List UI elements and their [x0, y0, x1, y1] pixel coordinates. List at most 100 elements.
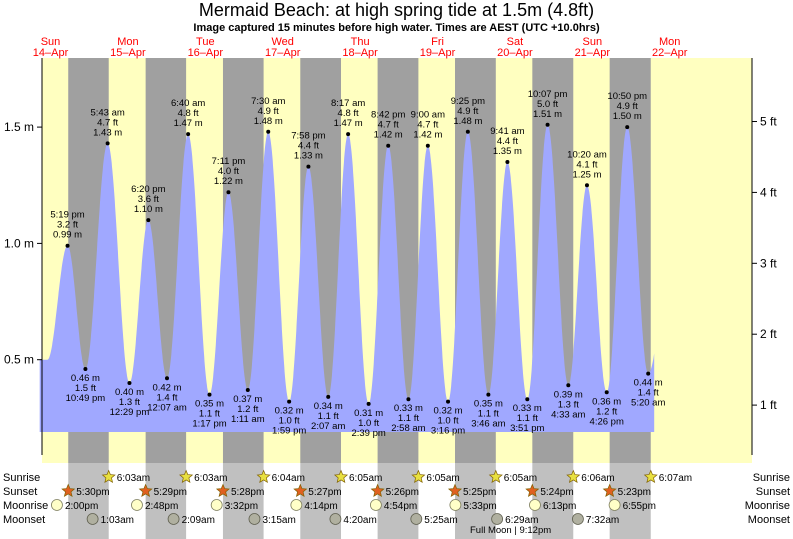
page-subtitle: Image captured 15 minutes before high wa… [193, 22, 600, 34]
tide-label: 1.47 m [174, 118, 203, 129]
tide-label: 4.4 ft [298, 141, 319, 152]
sunrise-icon [488, 469, 503, 484]
tide-label: 4.7 ft [378, 120, 399, 131]
tide-label: 3.6 ft [138, 194, 159, 205]
axes: 0.5 m 1.0 m 1.5 m 1 ft 2 ft 3 ft 4 ft 5 ft [4, 58, 777, 455]
sunrise-time: 6:05am [426, 473, 459, 484]
y-right-tick-label: 5 ft [760, 115, 777, 129]
tide-label: 10:50 pm [607, 91, 647, 102]
row-label-right: Sunset [756, 486, 790, 498]
moonrise-icon [210, 499, 223, 511]
tide-point [386, 143, 391, 148]
tide-point [146, 218, 151, 223]
tide-point [545, 122, 550, 127]
tide-label: 4.7 ft [97, 117, 118, 128]
tide-label: 4.9 ft [457, 106, 478, 117]
tide-label: 0.34 m [314, 401, 343, 412]
day-date: 16–Apr [188, 47, 224, 59]
tide-label: 4:33 am [551, 409, 585, 420]
row-label-left: Sunset [3, 486, 37, 498]
tide-point [266, 129, 271, 134]
sunset-time: 5:24pm [540, 487, 573, 498]
tide-label: 0.39 m [554, 389, 583, 400]
tide-point [525, 397, 530, 402]
y-right-tick-label: 2 ft [760, 327, 777, 341]
sunset-time: 5:29pm [154, 487, 187, 498]
moonrise-icon [370, 499, 382, 511]
tide-label: 4.4 ft [497, 136, 518, 147]
tide-label: 3:16 pm [431, 426, 465, 437]
tide-label: 1.22 m [214, 176, 243, 187]
day-name: Fri [431, 36, 444, 48]
page-title: Mermaid Beach: at high spring tide at 1.… [198, 0, 595, 20]
tide-label: 1.43 m [93, 127, 122, 138]
tide-label: 10:20 am [567, 149, 607, 160]
tide-label: 1.2 ft [596, 406, 617, 417]
night-strip [377, 463, 419, 539]
tide-label: 4.0 ft [218, 166, 239, 177]
sunset-icon [447, 483, 463, 498]
day-name: Mon [659, 36, 680, 48]
y-tick-label: 1.5 m [4, 120, 34, 134]
moonrise-time: 6:55pm [623, 501, 656, 512]
moonrise-icon [529, 499, 541, 511]
tide-label: 6:20 pm [131, 184, 165, 195]
sunset-time: 5:23pm [618, 487, 651, 498]
sunset-time: 5:26pm [386, 487, 419, 498]
row-label-right: Moonrise [745, 500, 790, 512]
day-date: 22–Apr [652, 47, 688, 59]
moonset-time: 3:15am [262, 515, 295, 526]
tide-label: 9:41 am [490, 126, 524, 137]
moonset-time: 2:09am [182, 515, 215, 526]
moonset-icon [572, 513, 584, 525]
tide-point [584, 183, 589, 188]
moonset-time: 5:25am [424, 515, 457, 526]
tide-label: 1.33 m [294, 151, 323, 162]
moonrise-time: 6:13pm [543, 501, 576, 512]
sunset-icon [370, 483, 385, 498]
tide-point [425, 143, 430, 148]
tide-label: 1.48 m [254, 116, 283, 127]
tide-label: 0.46 m [71, 373, 100, 384]
day-name: Wed [272, 36, 294, 48]
day-date: 19–Apr [420, 47, 456, 59]
sunrise-icon [256, 469, 271, 484]
moonset-icon [329, 513, 342, 525]
tide-curve [39, 124, 655, 433]
tide-label: 4.1 ft [576, 159, 597, 170]
tide-point [625, 125, 630, 130]
tide-label: 1.25 m [572, 169, 601, 180]
sunrise-time: 6:03am [194, 473, 227, 484]
tide-label: 1.4 ft [638, 388, 659, 399]
tide-point [604, 390, 609, 395]
tide-point [346, 132, 351, 137]
moonset-time: 4:20am [343, 515, 376, 526]
tide-label: 8:17 am [331, 98, 365, 109]
y-tick-label: 0.5 m [4, 353, 34, 367]
tide-label: 5:43 am [90, 107, 124, 118]
tide-label: 3.2 ft [57, 220, 78, 231]
moonset-icon [167, 513, 180, 525]
tide-label: 1:17 pm [192, 419, 226, 430]
moonrise-time: 4:14pm [304, 501, 337, 512]
tide-label: 0.35 m [474, 399, 503, 410]
sunrise-icon [411, 469, 426, 484]
tide-label: 2:58 am [391, 423, 425, 434]
day-name: Thu [351, 36, 370, 48]
sunset-icon [61, 483, 76, 498]
tide-label: 5:19 pm [50, 210, 84, 221]
tide-label: 1.4 ft [156, 392, 177, 403]
moonrise-icon [51, 499, 63, 511]
night-strip [222, 463, 264, 539]
day-date: 18–Apr [342, 47, 378, 59]
night-strip [455, 463, 496, 539]
tide-area [39, 124, 655, 433]
tide-label: 7:58 pm [291, 131, 325, 142]
tide-point [245, 387, 250, 392]
row-label-right: Moonset [748, 514, 790, 526]
tide-label: 1:11 am [231, 414, 265, 425]
tide-label: 5:20 am [631, 398, 665, 409]
tide-label: 1.42 m [413, 130, 442, 141]
tide-label: 1.10 m [134, 204, 163, 215]
